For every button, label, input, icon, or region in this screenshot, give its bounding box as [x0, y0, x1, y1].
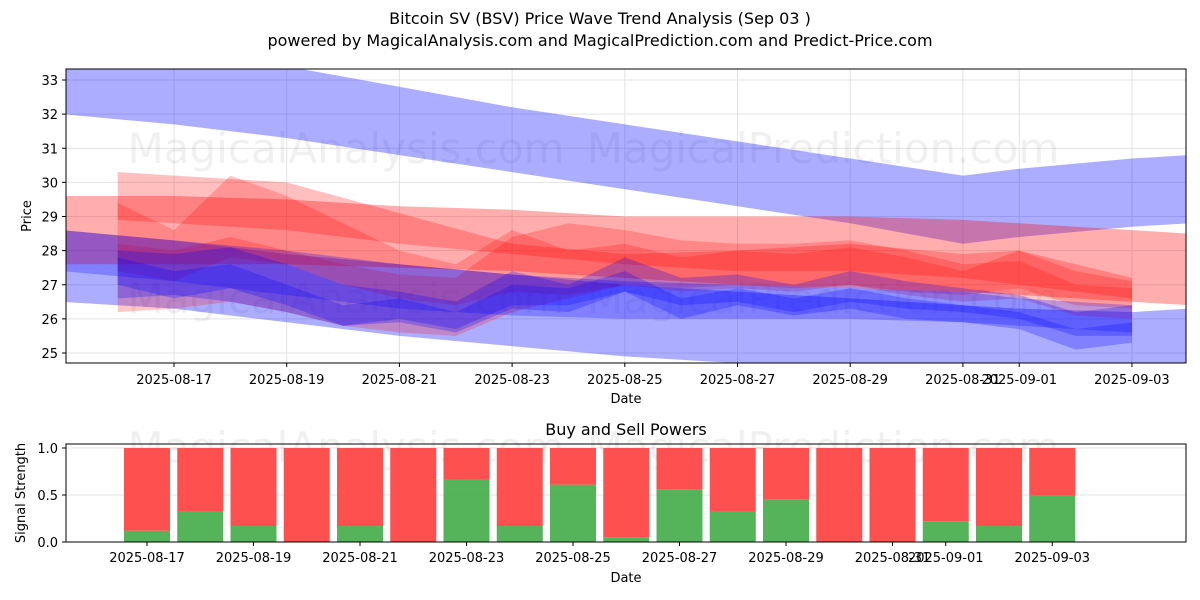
watermark-text: MagicalAnalysis.com [128, 274, 565, 323]
price-y-ticks: 25 26 27 28 29 30 31 32 33 [41, 74, 66, 362]
price-y-tick-label: 32 [41, 108, 58, 123]
chart-title: Bitcoin SV (BSV) Price Wave Trend Analys… [389, 9, 811, 28]
price-x-tick-label: 2025-09-01 [981, 373, 1057, 388]
signal-axes-frame [65, 443, 1187, 543]
buy-bar [496, 526, 543, 542]
signal-y-label: Signal Strength [14, 443, 29, 543]
price-x-tick-label: 2025-08-27 [700, 373, 776, 388]
price-x-ticks: 2025-08-17 2025-08-19 2025-08-21 2025-08-23… [136, 363, 1170, 388]
price-y-tick-label: 26 [41, 313, 58, 328]
sell-bar [1029, 448, 1076, 495]
price-x-tick-label: 2025-08-29 [812, 373, 888, 388]
buy-bar [550, 484, 596, 542]
watermark-text: MagicalPrediction.com [587, 124, 1060, 173]
signal-x-tick-label: 2025-08-23 [429, 551, 505, 566]
price-y-tick-label: 25 [41, 347, 58, 362]
signal-y-ticks: 0.0 0.5 1.0 [37, 442, 66, 551]
sell-bar [390, 448, 437, 542]
buy-bar [922, 521, 969, 542]
sell-bar [230, 448, 277, 527]
price-y-tick-label: 27 [41, 279, 58, 294]
band-red-wave-2 [117, 223, 1132, 336]
signal-x-tick-label: 2025-08-27 [642, 551, 718, 566]
price-grid [66, 69, 1186, 363]
sell-bar [763, 448, 809, 500]
price-x-tick-label: 2025-09-03 [1094, 373, 1170, 388]
sell-bar [177, 448, 224, 511]
signal-x-tick-label: 2025-08-29 [748, 551, 824, 566]
buy-bar [177, 510, 224, 542]
price-y-tick-label: 30 [41, 176, 58, 191]
signal-y-tick-label: 0.0 [37, 536, 58, 551]
signal-x-tick-label: 2025-08-31 [855, 551, 931, 566]
signal-y-tick-label: 0.5 [37, 489, 58, 504]
signal-chart-title: Buy and Sell Powers [545, 420, 707, 439]
price-y-tick-label: 31 [41, 142, 58, 157]
buy-bar [124, 530, 170, 542]
signal-x-tick-label: 2025-08-25 [535, 551, 611, 566]
price-x-tick-label: 2025-08-25 [587, 373, 663, 388]
price-x-label: Date [610, 392, 641, 407]
buy-bar [337, 526, 383, 542]
price-x-tick-label: 2025-08-21 [362, 373, 438, 388]
band-blue-wave-2 [117, 257, 1132, 350]
signal-x-tick-label: 2025-09-01 [908, 551, 984, 566]
sell-bar [656, 448, 703, 490]
price-y-tick-label: 33 [41, 74, 58, 89]
price-y-tick-label: 29 [41, 211, 58, 226]
price-x-tick-label: 2025-08-17 [136, 373, 212, 388]
signal-x-tick-label: 2025-08-17 [109, 551, 185, 566]
sell-bar [443, 448, 490, 480]
sell-bar [976, 448, 1022, 527]
price-x-tick-label: 2025-08-19 [249, 373, 325, 388]
watermark-text: MagicalAnalysis.com [128, 124, 565, 173]
buy-bar [1029, 495, 1076, 542]
buy-bar [230, 526, 277, 542]
signal-x-label: Date [610, 571, 641, 586]
band-red-wave-1 [117, 175, 1132, 309]
price-watermarks: MagicalAnalysis.com MagicalPrediction.com… [128, 124, 1060, 323]
buy-bar [443, 479, 490, 542]
band-lower-wide-blue [66, 230, 1186, 363]
signal-y-tick-label: 1.0 [37, 442, 58, 457]
buy-bar [656, 489, 703, 542]
price-x-tick-label: 2025-08-23 [474, 373, 550, 388]
sell-bar [124, 448, 170, 531]
band-wide-red [66, 196, 1186, 306]
signal-x-tick-label: 2025-08-21 [322, 551, 398, 566]
sell-bar [496, 448, 543, 527]
price-bands [66, 69, 1186, 363]
band-blue-wave-1 [117, 247, 1132, 336]
buy-bar [709, 510, 756, 542]
price-y-label: Price [20, 200, 35, 232]
buy-bar [763, 499, 809, 542]
sell-bar [283, 448, 330, 542]
chart-subtitle: powered by MagicalAnalysis.com and Magic… [267, 31, 933, 50]
band-upper-wide-blue [66, 69, 1186, 244]
sell-bar [816, 448, 863, 542]
sell-bar [550, 448, 596, 485]
sell-bar [922, 448, 969, 522]
band-purple-overlap [117, 172, 1132, 299]
price-x-tick-label: 2025-08-31 [925, 373, 1001, 388]
signal-x-ticks: 2025-08-17 2025-08-19 2025-08-21 2025-08-23… [109, 542, 1090, 566]
watermark-text: MagicalPrediction.com [587, 274, 1060, 323]
band-purple-trend [66, 230, 1132, 333]
sell-bar [603, 448, 650, 538]
signal-x-tick-label: 2025-09-03 [1014, 551, 1090, 566]
sell-bar [869, 448, 916, 542]
signal-x-tick-label: 2025-08-19 [216, 551, 292, 566]
signal-bars [124, 448, 1076, 542]
sell-bar [337, 448, 383, 527]
buy-bar [603, 537, 650, 542]
buy-bar [976, 526, 1022, 542]
price-y-tick-label: 28 [41, 245, 58, 260]
sell-bar [709, 448, 756, 511]
